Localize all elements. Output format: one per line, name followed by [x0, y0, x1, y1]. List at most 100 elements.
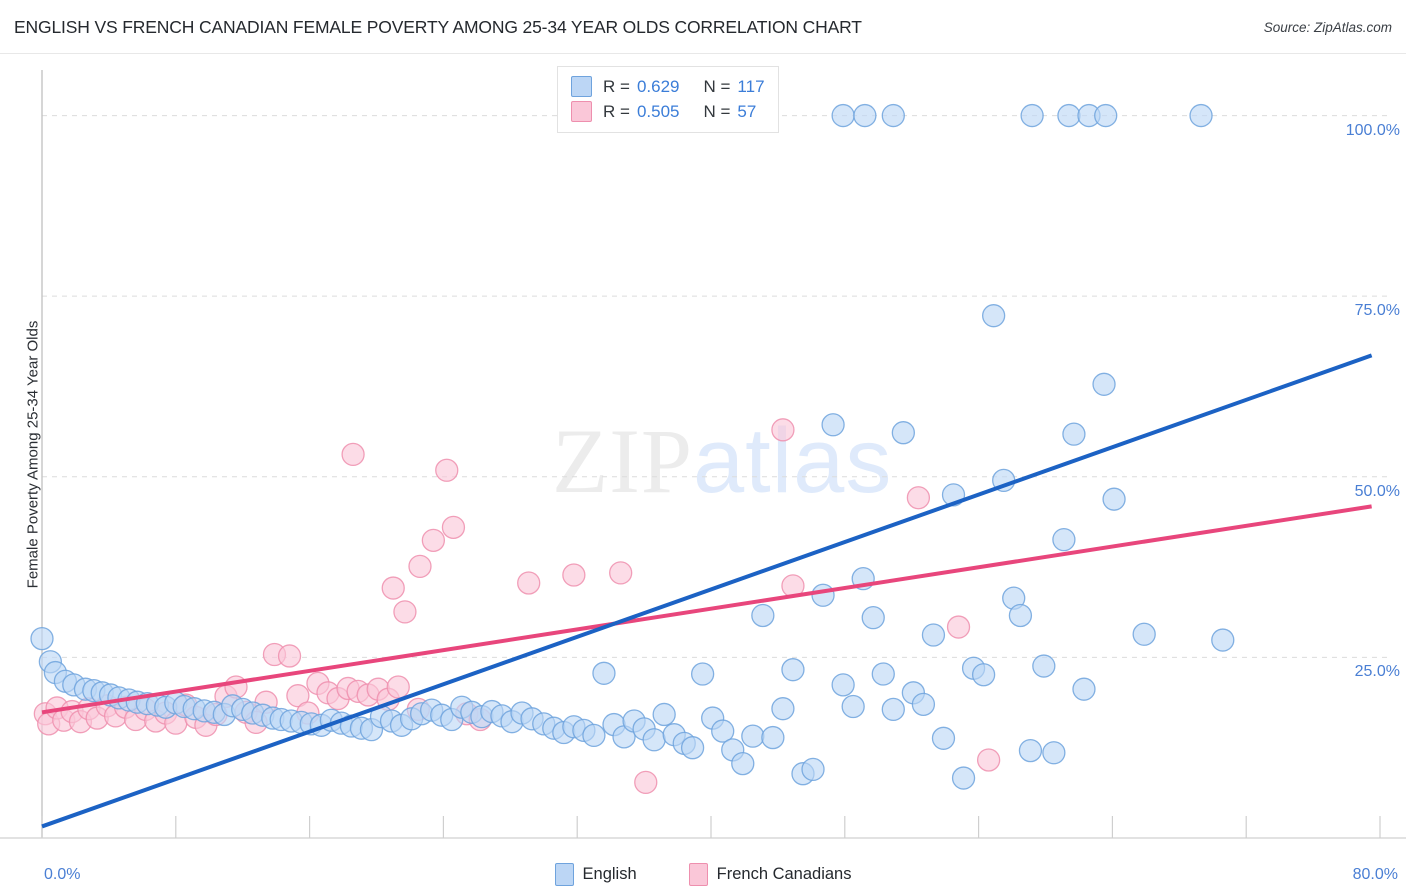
trendline	[41, 353, 1373, 829]
data-points-english	[30, 103, 1235, 790]
data-point	[1094, 103, 1118, 128]
y-tick-label-25: 25.0%	[1354, 663, 1400, 681]
data-point	[341, 442, 365, 467]
data-point	[1189, 103, 1213, 128]
data-point	[690, 662, 715, 686]
french-legend-label: French Canadians	[716, 865, 852, 883]
data-point	[871, 662, 895, 686]
data-point	[1072, 677, 1096, 701]
data-point	[811, 583, 835, 607]
data-point	[841, 694, 865, 719]
data-point	[1057, 103, 1081, 128]
english-legend-label: English	[582, 865, 637, 883]
english-legend-swatch	[554, 863, 574, 886]
chart-plot-area: ZIPatlas Female Poverty Among 25-34 Year…	[0, 54, 1406, 892]
data-points-french-canadians	[33, 418, 1001, 795]
data-point	[1042, 741, 1066, 765]
data-point	[801, 757, 825, 782]
data-point	[1018, 738, 1043, 763]
data-point	[30, 626, 54, 651]
english-color-swatch	[571, 76, 592, 97]
data-point	[951, 766, 976, 790]
x-axis-min-label: 0.0%	[44, 866, 81, 883]
y-tick-label-50: 50.0%	[1354, 482, 1400, 500]
english-r-value: 0.629	[636, 76, 680, 96]
data-point	[408, 554, 432, 579]
data-point	[982, 304, 1006, 328]
french-n-value: 57	[737, 101, 757, 121]
data-point	[277, 644, 302, 668]
data-point	[1052, 527, 1076, 552]
correlation-stats-legend: R = 0.629 N = 117 R = 0.505 N = 57	[557, 66, 779, 133]
data-point	[393, 600, 417, 624]
x-axis-ticks	[41, 816, 1381, 838]
data-point	[421, 528, 446, 553]
data-point	[1092, 372, 1116, 396]
stats-row-english: R = 0.629 N = 117	[571, 74, 765, 99]
data-point	[1102, 487, 1126, 511]
trendline-french-canadians	[41, 504, 1372, 715]
data-point	[1008, 603, 1033, 628]
data-point	[781, 658, 805, 682]
stats-row-french-canadians: R = 0.505 N = 57	[571, 99, 765, 124]
source-attribution: Source: ZipAtlas.com	[1263, 20, 1392, 35]
english-r-label: R =	[603, 76, 630, 96]
data-point	[1020, 103, 1044, 128]
data-point	[441, 515, 466, 540]
data-point	[831, 673, 855, 697]
data-point	[853, 103, 877, 128]
data-point	[1211, 628, 1235, 652]
data-point	[821, 413, 845, 437]
data-point	[1062, 422, 1086, 446]
data-point	[771, 418, 795, 442]
chart-header: ENGLISH VS FRENCH CANADIAN FEMALE POVERT…	[0, 0, 1406, 54]
data-point	[906, 486, 931, 510]
data-point	[771, 697, 795, 721]
data-point	[386, 675, 410, 699]
y-tick-label-75: 75.0%	[1354, 302, 1400, 320]
french-legend-swatch	[688, 863, 708, 886]
data-point	[831, 103, 855, 128]
data-point	[1032, 654, 1056, 678]
data-point	[976, 748, 1001, 772]
data-point	[592, 661, 616, 685]
data-point	[582, 723, 606, 748]
data-point	[881, 697, 905, 722]
y-tick-label-100: 100.0%	[1345, 121, 1400, 139]
data-point	[381, 576, 405, 600]
x-axis-max-label: 80.0%	[1352, 866, 1398, 883]
legend-item-english[interactable]: English	[554, 863, 637, 886]
french-r-value: 0.505	[636, 101, 680, 121]
data-point	[517, 571, 541, 595]
data-point	[891, 421, 915, 445]
data-point	[642, 728, 666, 752]
data-point	[861, 606, 885, 630]
data-point	[946, 615, 971, 639]
legend-item-french-canadians[interactable]: French Canadians	[688, 863, 852, 886]
series-legend: English French Canadians	[0, 863, 1406, 886]
data-point	[652, 702, 676, 727]
data-point	[751, 603, 775, 628]
trendline	[41, 504, 1372, 715]
data-point	[881, 103, 905, 128]
trendline-english	[41, 353, 1373, 829]
page-title: ENGLISH VS FRENCH CANADIAN FEMALE POVERT…	[14, 17, 862, 37]
data-point	[1132, 622, 1156, 646]
data-point	[731, 751, 755, 776]
data-point	[921, 623, 946, 647]
data-point	[971, 663, 996, 687]
french-n-label: N =	[703, 101, 731, 121]
data-point	[435, 458, 459, 482]
gridlines	[42, 115, 1388, 658]
data-point	[609, 561, 633, 585]
french-r-label: R =	[603, 101, 630, 121]
data-point	[680, 736, 705, 760]
data-point	[286, 684, 310, 708]
data-point	[711, 719, 735, 743]
y-axis-title: Female Poverty Among 25-34 Year Olds	[24, 320, 42, 589]
data-point	[741, 724, 765, 748]
data-point	[562, 563, 586, 587]
french-color-swatch	[571, 101, 592, 122]
english-n-label: N =	[703, 76, 731, 96]
